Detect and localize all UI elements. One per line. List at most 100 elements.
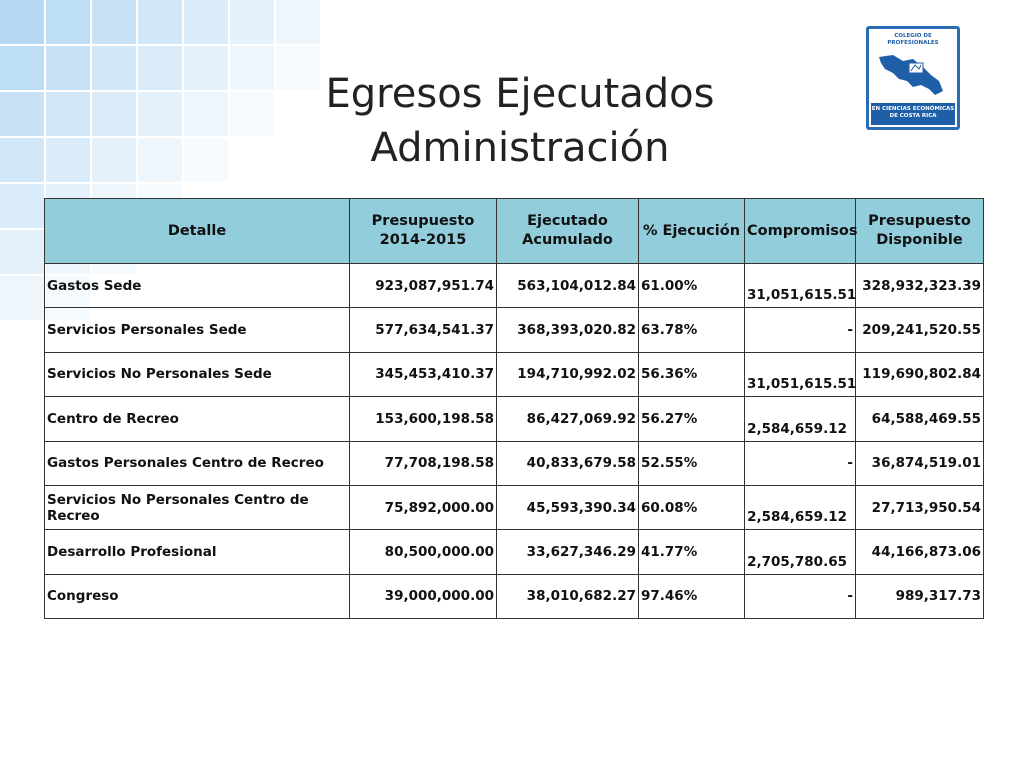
- cell-disponible: 44,166,873.06: [855, 529, 984, 575]
- decorative-tile: [184, 0, 228, 44]
- column-header: Detalle: [44, 198, 350, 264]
- cell-disponible: 328,932,323.39: [855, 262, 984, 309]
- cell-pct: 52.55%: [638, 440, 745, 486]
- cell-pct: 56.27%: [638, 396, 745, 442]
- cell-disponible: 27,713,950.54: [855, 484, 984, 531]
- cell-compromisos-value: 2,584,659.12: [747, 420, 847, 437]
- cell-compromisos-value: -: [847, 322, 853, 339]
- title-line-1: Egresos Ejecutados: [325, 70, 715, 117]
- title-line-2: Administración: [370, 124, 670, 171]
- decorative-tile: [0, 46, 44, 90]
- decorative-tile: [0, 230, 44, 274]
- cell-ejecutado: 368,393,020.82: [496, 307, 639, 353]
- column-header: Ejecutado Acumulado: [496, 198, 639, 264]
- cell-detalle: Servicios No Personales Sede: [44, 351, 350, 398]
- cell-detalle: Desarrollo Profesional: [44, 529, 350, 575]
- decorative-tile: [276, 46, 320, 90]
- column-header: Presupuesto 2014-2015: [349, 198, 497, 264]
- cell-presupuesto: 153,600,198.58: [349, 396, 497, 442]
- table-row: Congreso 39,000,000.00 38,010,682.27 97.46%…: [44, 573, 984, 620]
- cell-pct: 63.78%: [638, 307, 745, 353]
- cell-pct: 60.08%: [638, 484, 745, 531]
- cell-compromisos: 2,584,659.12: [744, 484, 856, 531]
- cell-compromisos-value: -: [847, 588, 853, 605]
- cell-ejecutado: 40,833,679.58: [496, 440, 639, 486]
- cell-compromisos: 2,584,659.12: [744, 396, 856, 442]
- cell-ejecutado: 45,593,390.34: [496, 484, 639, 531]
- logo-bottom-text: EN CIENCIAS ECONÓMICAS DE COSTA RICA: [871, 103, 955, 125]
- cell-compromisos-value: -: [847, 455, 853, 472]
- decorative-tile: [138, 138, 182, 182]
- cell-ejecutado: 38,010,682.27: [496, 573, 639, 620]
- table-row: Servicios No Personales Sede 345,453,410.…: [44, 351, 984, 398]
- cell-ejecutado: 33,627,346.29: [496, 529, 639, 575]
- decorative-tile: [46, 138, 90, 182]
- cell-compromisos-value: 2,584,659.12: [747, 509, 847, 526]
- cell-disponible: 64,588,469.55: [855, 396, 984, 442]
- cell-presupuesto: 923,087,951.74: [349, 262, 497, 309]
- decorative-tile: [230, 0, 274, 44]
- decorative-tile: [230, 92, 274, 136]
- cell-pct: 61.00%: [638, 262, 745, 309]
- cell-compromisos-value: 31,051,615.51: [747, 376, 857, 393]
- cell-detalle: Gastos Sede: [44, 262, 350, 309]
- decorative-tile: [92, 92, 136, 136]
- decorative-tile: [92, 138, 136, 182]
- cell-detalle: Congreso: [44, 573, 350, 620]
- decorative-tile: [184, 92, 228, 136]
- budget-table: Detalle Presupuesto 2014-2015 Ejecutado Ac…: [44, 198, 984, 620]
- cell-presupuesto: 80,500,000.00: [349, 529, 497, 575]
- cell-ejecutado: 194,710,992.02: [496, 351, 639, 398]
- decorative-tile: [92, 0, 136, 44]
- decorative-tile: [0, 0, 44, 44]
- cell-compromisos-value: 2,705,780.65: [747, 553, 847, 570]
- organization-logo: COLEGIO DE PROFESIONALES EN CIENCIAS ECO…: [866, 26, 960, 130]
- decorative-tile: [46, 46, 90, 90]
- costa-rica-map-icon: [873, 51, 953, 101]
- cell-disponible: 36,874,519.01: [855, 440, 984, 486]
- table-row: Centro de Recreo 153,600,198.58 86,427,069…: [44, 396, 984, 442]
- cell-presupuesto: 345,453,410.37: [349, 351, 497, 398]
- cell-pct: 41.77%: [638, 529, 745, 575]
- table-row: Desarrollo Profesional 80,500,000.00 33,62…: [44, 529, 984, 575]
- decorative-tile: [138, 46, 182, 90]
- cell-pct: 56.36%: [638, 351, 745, 398]
- cell-compromisos: -: [744, 573, 856, 620]
- column-header: Compromisos: [744, 198, 858, 264]
- column-header: Presupuesto Disponible: [855, 198, 984, 264]
- decorative-tile: [0, 184, 44, 228]
- cell-compromisos: -: [744, 440, 856, 486]
- decorative-tile: [138, 0, 182, 44]
- decorative-tile: [46, 92, 90, 136]
- cell-compromisos: -: [744, 307, 856, 353]
- decorative-tile: [138, 92, 182, 136]
- logo-top-text: COLEGIO DE PROFESIONALES: [887, 33, 939, 46]
- page-title: Egresos Ejecutados Administración: [300, 67, 740, 175]
- cell-disponible: 209,241,520.55: [855, 307, 984, 353]
- table-header-row: Detalle Presupuesto 2014-2015 Ejecutado Ac…: [44, 198, 984, 264]
- cell-detalle: Servicios No Personales Centro de Recreo: [44, 484, 350, 531]
- cell-presupuesto: 77,708,198.58: [349, 440, 497, 486]
- cell-presupuesto: 39,000,000.00: [349, 573, 497, 620]
- decorative-tile: [276, 0, 320, 44]
- table-row: Servicios Personales Sede 577,634,541.37 3…: [44, 307, 984, 353]
- cell-compromisos-value: 31,051,615.51: [747, 287, 857, 304]
- decorative-tile: [46, 0, 90, 44]
- column-header: % Ejecución: [638, 198, 745, 264]
- cell-compromisos: 31,051,615.51: [744, 351, 856, 398]
- decorative-tile: [0, 276, 44, 320]
- decorative-tile: [0, 92, 44, 136]
- cell-ejecutado: 563,104,012.84: [496, 262, 639, 309]
- decorative-tile: [184, 46, 228, 90]
- cell-compromisos: 31,051,615.51: [744, 262, 856, 309]
- cell-disponible: 989,317.73: [855, 573, 984, 620]
- cell-ejecutado: 86,427,069.92: [496, 396, 639, 442]
- table-row: Servicios No Personales Centro de Recreo…: [44, 484, 984, 531]
- table-row: Gastos Personales Centro de Recreo 77,708…: [44, 440, 984, 486]
- cell-detalle: Gastos Personales Centro de Recreo: [44, 440, 350, 486]
- decorative-tile: [230, 46, 274, 90]
- cell-presupuesto: 75,892,000.00: [349, 484, 497, 531]
- table-row: Gastos Sede 923,087,951.74 563,104,012.84 6…: [44, 262, 984, 309]
- cell-presupuesto: 577,634,541.37: [349, 307, 497, 353]
- decorative-tile: [184, 138, 228, 182]
